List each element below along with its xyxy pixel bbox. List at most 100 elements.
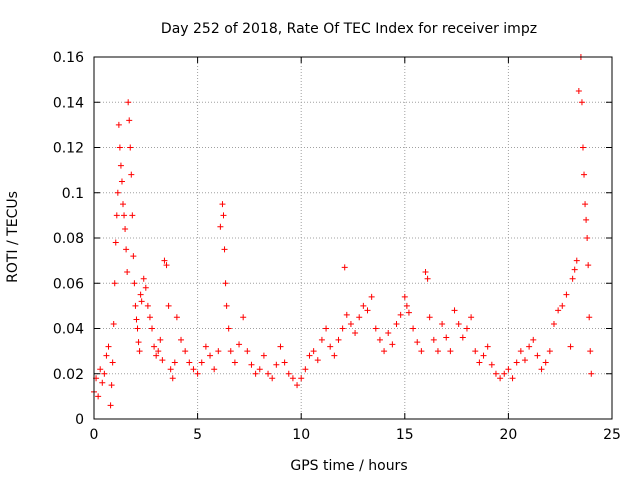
- data-point: [571, 266, 578, 273]
- data-point: [134, 325, 141, 332]
- data-point: [526, 343, 533, 350]
- data-point: [563, 291, 570, 298]
- x-axis-label: GPS time / hours: [290, 458, 407, 474]
- y-tick-label: 0.16: [53, 50, 84, 66]
- data-point: [472, 348, 479, 355]
- data-point: [194, 370, 201, 377]
- data-point: [281, 359, 288, 366]
- data-point: [107, 402, 114, 409]
- data-point: [418, 348, 425, 355]
- data-point: [397, 311, 404, 318]
- data-point: [123, 246, 130, 253]
- data-point: [463, 325, 470, 332]
- data-point: [101, 370, 108, 377]
- data-point: [277, 343, 284, 350]
- data-point: [95, 393, 102, 400]
- data-point: [227, 348, 234, 355]
- data-point: [207, 352, 214, 359]
- data-point: [131, 280, 138, 287]
- data-point: [273, 361, 280, 368]
- data-point: [578, 99, 585, 106]
- data-point: [314, 357, 321, 364]
- y-axis-label: ROTI / TECUs: [5, 191, 21, 283]
- data-point: [385, 330, 392, 337]
- chart-title: Day 252 of 2018, Rate Of TEC Index for r…: [161, 21, 537, 37]
- data-point: [389, 341, 396, 348]
- y-tick-labels: 0 0.02 0.04 0.06 0.08 0.1 0.12 0.14 0.16: [53, 50, 612, 428]
- data-point: [269, 375, 276, 382]
- data-point: [347, 320, 354, 327]
- data-point: [501, 370, 508, 377]
- data-point: [285, 370, 292, 377]
- data-point: [122, 225, 129, 232]
- data-point: [116, 144, 123, 151]
- data-point: [121, 212, 128, 219]
- data-point: [530, 336, 537, 343]
- data-point: [505, 366, 512, 373]
- data-point: [584, 235, 591, 241]
- data-point: [352, 330, 359, 337]
- y-tick-label: 0.08: [53, 231, 84, 247]
- data-point: [582, 201, 589, 208]
- y-tick-label: 0.1: [62, 186, 84, 202]
- data-point: [165, 302, 172, 309]
- data-point: [198, 359, 205, 366]
- y-tick-label: 0.02: [53, 367, 84, 383]
- data-point: [111, 280, 118, 287]
- data-point: [583, 216, 590, 223]
- data-point: [171, 359, 178, 366]
- data-point: [161, 257, 168, 264]
- data-point: [120, 201, 127, 208]
- data-point: [155, 348, 162, 355]
- data-point: [443, 334, 450, 341]
- y-tick-label: 0.14: [53, 95, 84, 111]
- data-point: [289, 375, 296, 382]
- data-point: [159, 357, 166, 364]
- data-point: [343, 311, 350, 318]
- data-point: [215, 348, 222, 355]
- data-point: [298, 375, 305, 382]
- data-point: [127, 144, 134, 151]
- data-point: [381, 348, 388, 355]
- data-point: [236, 341, 243, 348]
- data-point: [403, 302, 410, 309]
- data-point: [130, 253, 137, 260]
- data-point: [581, 171, 588, 178]
- data-point: [294, 382, 301, 389]
- data-point: [163, 262, 170, 269]
- x-tick-label: 10: [292, 427, 310, 443]
- data-point: [555, 307, 562, 314]
- data-point: [146, 314, 153, 321]
- data-point: [586, 314, 593, 321]
- data-point: [178, 336, 185, 343]
- data-point: [211, 366, 218, 373]
- data-point: [573, 257, 580, 264]
- data-point: [110, 320, 117, 327]
- data-point: [221, 246, 228, 253]
- data-point: [240, 314, 247, 321]
- data-point: [118, 178, 125, 185]
- data-point: [113, 212, 120, 219]
- data-point: [109, 359, 116, 366]
- data-point: [459, 334, 466, 341]
- data-point: [426, 314, 433, 321]
- data-point: [142, 284, 149, 291]
- data-point: [550, 320, 557, 327]
- data-point: [149, 325, 156, 332]
- data-point: [223, 302, 230, 309]
- data-point: [260, 352, 267, 359]
- data-point: [414, 339, 421, 346]
- data-point: [517, 348, 524, 355]
- data-point: [484, 343, 491, 350]
- data-point: [447, 348, 454, 355]
- data-point: [538, 366, 545, 373]
- data-point: [167, 366, 174, 373]
- data-point: [509, 375, 516, 382]
- data-point: [105, 343, 112, 350]
- data-point: [99, 379, 106, 386]
- data-point: [125, 99, 132, 106]
- data-point: [128, 171, 135, 178]
- data-point: [497, 375, 504, 382]
- y-tick-label: 0.06: [53, 276, 84, 292]
- data-point: [405, 309, 412, 316]
